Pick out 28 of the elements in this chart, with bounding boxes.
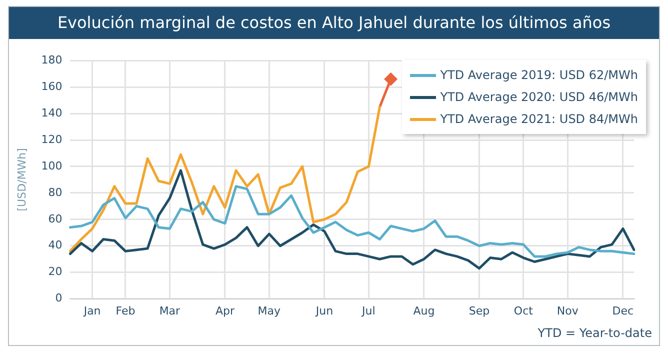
- y-tick-label: 80: [48, 186, 62, 199]
- text: YTD = Year-to-date: [538, 326, 652, 340]
- x-tick-label: Sep: [468, 304, 490, 318]
- y-tick-label: 40: [48, 238, 62, 252]
- x-tick-label: Oct: [514, 304, 534, 318]
- legend-label: YTD Average 2019: USD 62/MWh: [440, 68, 638, 82]
- x-tick-label: Jan: [82, 304, 101, 318]
- y-tick-label: 180: [41, 53, 62, 66]
- chart-title: Evolución marginal de costos en Alto Jahuel durante los últimos años: [9, 7, 659, 39]
- y-tick-label: 140: [41, 106, 62, 120]
- y-tick-label: 60: [48, 212, 62, 226]
- y-tick-label: 120: [41, 132, 62, 146]
- x-tick-label: Aug: [413, 304, 435, 318]
- legend-label: YTD Average 2021: USD 84/MWh: [440, 112, 638, 126]
- x-tick-label: Mar: [159, 304, 181, 318]
- y-axis-title: [USD/MWh]: [15, 148, 28, 212]
- x-tick-label: Feb: [116, 304, 136, 318]
- y-tick-label: 20: [48, 265, 62, 278]
- y-tick-label: 0: [55, 292, 62, 305]
- x-tick-label: Jul: [361, 304, 376, 318]
- y-tick-label: 160: [41, 80, 62, 93]
- y-tick-label: 100: [41, 159, 62, 172]
- x-tick-label: May: [258, 304, 282, 318]
- legend-label: YTD Average 2020: USD 46/MWh: [440, 90, 638, 104]
- x-tick-label: Jun: [314, 304, 334, 318]
- x-tick-label: Dec: [612, 304, 634, 318]
- x-tick-label: Apr: [215, 304, 235, 318]
- x-tick-label: Nov: [556, 304, 579, 318]
